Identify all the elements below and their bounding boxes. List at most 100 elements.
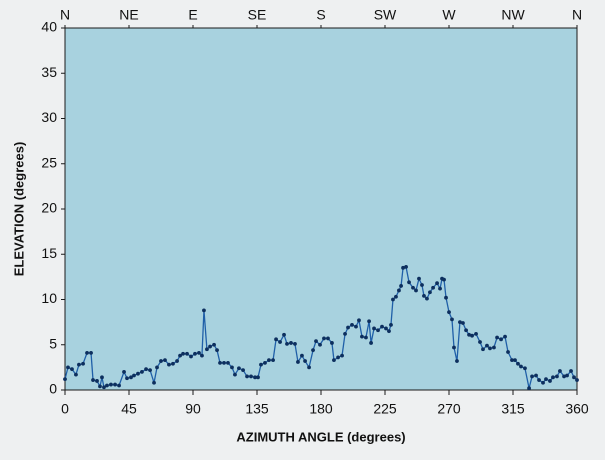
data-point (285, 341, 289, 346)
data-point (492, 345, 496, 350)
data-point (495, 335, 499, 340)
data-point (136, 371, 140, 376)
data-point (428, 290, 432, 295)
data-point (506, 350, 510, 354)
data-point (467, 332, 471, 337)
data-point (360, 334, 364, 339)
data-point (551, 375, 555, 380)
y-tick-label: 0 (49, 381, 57, 397)
data-point (422, 293, 426, 298)
data-point (343, 331, 347, 336)
data-point (562, 374, 566, 379)
y-tick-label: 20 (41, 200, 57, 216)
data-point (485, 343, 489, 348)
data-point (113, 382, 117, 387)
data-point (519, 364, 523, 369)
data-point (205, 347, 209, 352)
data-point (259, 362, 263, 367)
data-point (431, 285, 435, 290)
data-point (125, 376, 129, 381)
x-tick-label: 360 (565, 401, 589, 417)
x-axis-title: AZIMUTH ANGLE (degrees) (236, 429, 405, 444)
data-point (230, 365, 234, 370)
data-point (401, 265, 405, 270)
data-point (293, 341, 297, 346)
data-point (478, 340, 482, 344)
data-point (397, 288, 401, 293)
data-point (218, 360, 222, 365)
data-point (152, 380, 156, 385)
data-point (307, 365, 311, 370)
plot-area (64, 27, 578, 391)
compass-label: SE (248, 7, 267, 23)
data-point (510, 358, 514, 363)
x-tick-label: 90 (185, 401, 201, 417)
data-point (74, 372, 78, 377)
data-point (282, 332, 286, 337)
data-point (330, 341, 334, 345)
data-point (226, 360, 230, 365)
data-point (289, 341, 293, 345)
data-point (389, 322, 393, 327)
data-point (278, 340, 282, 344)
y-tick-label: 5 (49, 335, 57, 351)
data-point (387, 329, 391, 334)
data-point (311, 348, 315, 353)
y-tick-label: 15 (41, 245, 57, 261)
data-point (237, 366, 241, 371)
y-tick-label: 30 (41, 109, 57, 125)
data-point (399, 284, 403, 288)
data-point (245, 374, 249, 379)
data-point (407, 280, 411, 285)
compass-label: E (188, 7, 197, 23)
data-point (452, 345, 456, 350)
data-point (461, 321, 465, 325)
data-point (572, 375, 576, 380)
data-point (300, 353, 304, 358)
data-point (171, 361, 175, 366)
data-point (95, 379, 99, 383)
data-point (474, 331, 478, 336)
data-point (89, 350, 93, 355)
x-tick-label: 180 (309, 401, 333, 417)
data-point (197, 350, 201, 355)
data-point (193, 351, 197, 356)
data-point (212, 342, 216, 347)
data-point (411, 285, 415, 290)
data-point (109, 382, 113, 387)
data-point (350, 322, 354, 327)
data-point (527, 386, 531, 391)
data-point (414, 288, 418, 293)
compass-label: N (572, 7, 582, 23)
data-point (167, 362, 171, 367)
data-point (155, 365, 159, 370)
data-point (458, 320, 462, 325)
data-point (326, 336, 330, 341)
data-point (256, 375, 260, 380)
data-point (442, 277, 446, 282)
data-point (202, 308, 206, 313)
data-point (181, 351, 185, 356)
data-point (354, 324, 358, 329)
x-tick-label: 135 (245, 401, 269, 417)
data-point (222, 360, 226, 365)
data-point (117, 383, 121, 388)
data-point (438, 286, 442, 291)
data-point (267, 358, 271, 363)
data-point (241, 368, 245, 372)
compass-label: N (60, 7, 70, 23)
data-point (208, 344, 212, 349)
data-point (558, 369, 562, 373)
data-point (98, 384, 102, 389)
data-point (332, 358, 336, 363)
y-tick-label: 40 (41, 19, 57, 35)
data-point (200, 353, 204, 358)
data-point (357, 318, 361, 323)
data-point (450, 317, 454, 322)
data-point (548, 379, 552, 383)
x-tick-label: 0 (61, 401, 69, 417)
data-point (163, 358, 167, 363)
data-point (322, 336, 326, 341)
data-point (444, 295, 448, 300)
